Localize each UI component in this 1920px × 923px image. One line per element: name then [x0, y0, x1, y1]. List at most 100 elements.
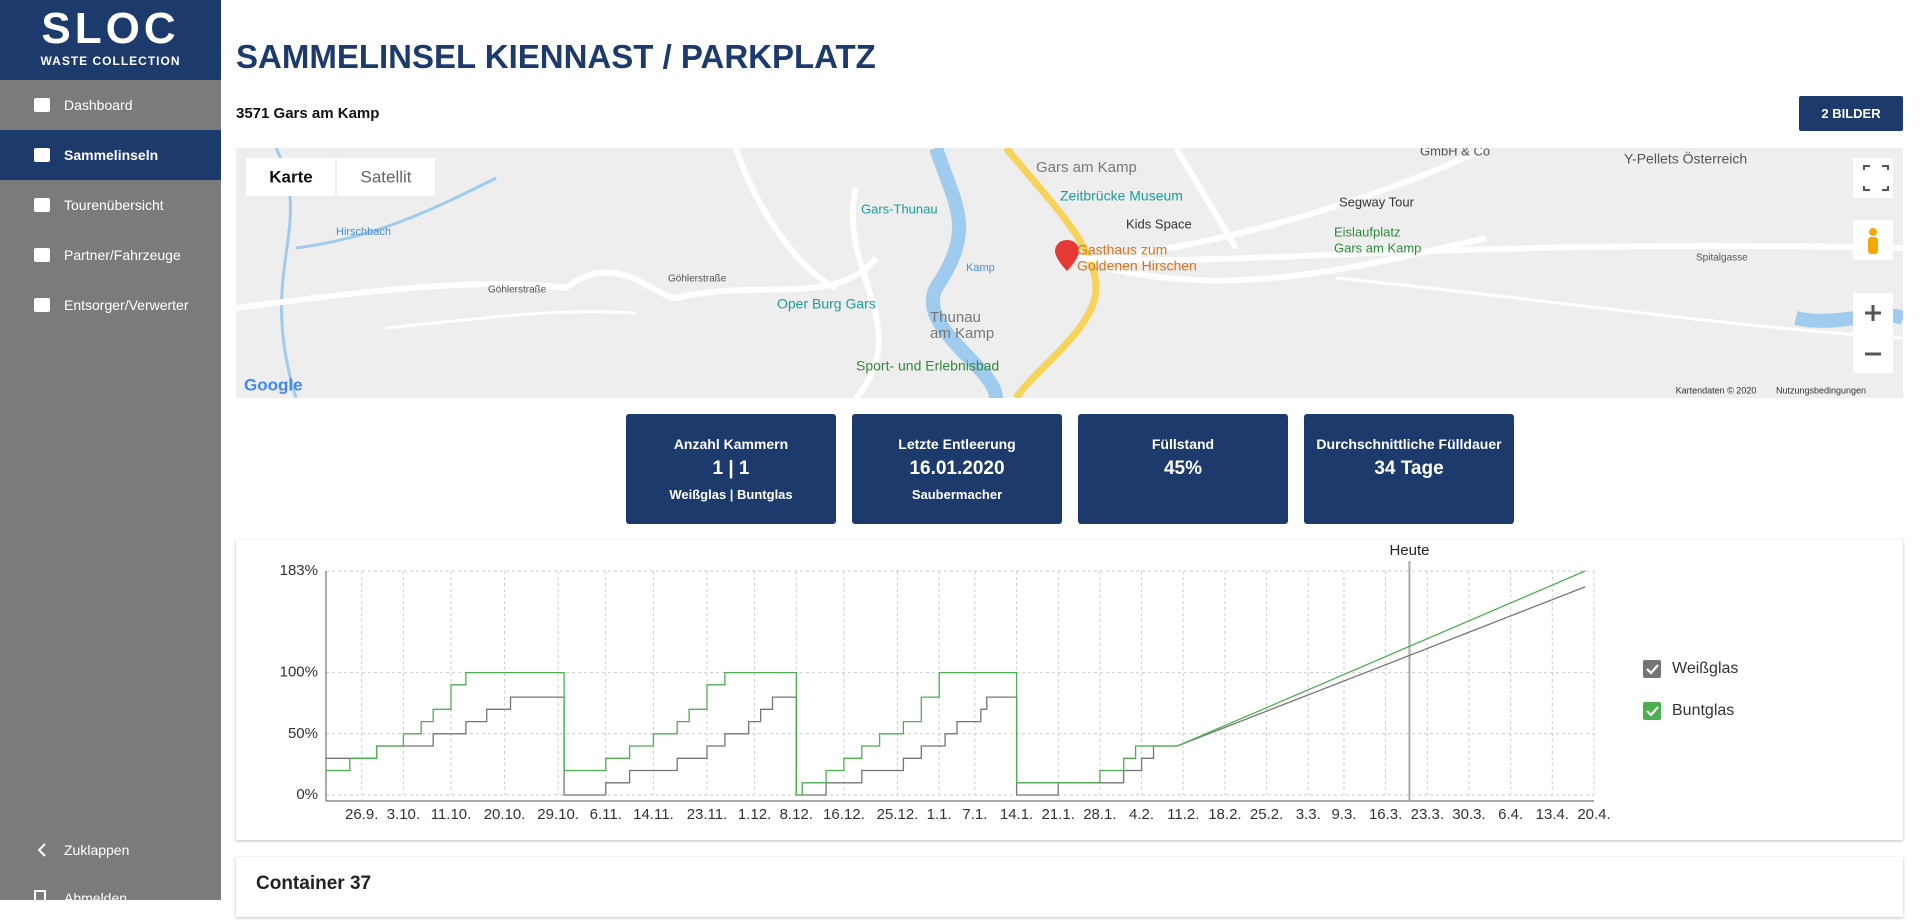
menu-label: Zuklappen: [64, 842, 130, 858]
info-card: Durchschnittliche Fülldauer 34 Tage: [1304, 414, 1514, 524]
map-label: Göhlerstraße: [668, 274, 727, 285]
x-tick-label: 20.10.: [484, 806, 526, 823]
map-label: Gars-Thunau: [861, 201, 938, 216]
map-label: Gars am Kamp: [1036, 159, 1137, 176]
menu-item[interactable]: Tourenübersicht: [0, 180, 221, 230]
map-label: Eislaufplatz: [1334, 224, 1400, 239]
menu-item[interactable]: Zuklappen: [0, 825, 221, 875]
icon-shape: [34, 890, 46, 906]
logo-title: SLOC: [41, 4, 180, 53]
card-detail: Saubermacher: [911, 487, 1003, 502]
menu-icon: [34, 198, 50, 212]
info-card: Anzahl Kammern 1 | 1 Weißglas | Buntglas: [626, 414, 836, 524]
map-tabs: [246, 158, 435, 196]
x-tick-label: 26.9.: [345, 806, 378, 823]
x-tick-label: 14.1.: [1000, 806, 1033, 823]
menu-label: Abmelden: [64, 890, 128, 906]
map-label: am Kamp: [930, 325, 994, 342]
map-attribution: Nutzungsbedingungen: [1776, 385, 1866, 395]
map-label: Gasthaus zum: [1077, 242, 1167, 258]
card-value: 45%: [1163, 458, 1203, 479]
menu-icon: [34, 98, 50, 112]
x-tick-label: 14.11.: [633, 806, 674, 823]
map-tab[interactable]: Satellit: [360, 167, 411, 186]
chart: 0% 50% 100% 183% 26.9. 3.10. 11.10. 20.10. 29.10…: [280, 542, 1739, 823]
x-tick-label: 23.11.: [687, 806, 728, 823]
map-label: Segway Tour: [1339, 194, 1415, 209]
map-label: Kamp: [966, 262, 995, 274]
images-button[interactable]: 2 BILDER: [1799, 96, 1903, 131]
map-label: Göhlerstraße: [488, 285, 547, 296]
container-panel: Container 37: [236, 857, 1903, 917]
icon-shape: [34, 298, 50, 312]
map[interactable]: Gars am Kamp Zeitbrücke Museum Gars-Thunau…: [236, 148, 1903, 398]
sidebar: SLOC WASTE COLLECTION Dashboard Sammelins…: [0, 0, 221, 906]
map-label: Zeitbrücke Museum: [1060, 188, 1183, 204]
x-tick-label: 1.12.: [738, 806, 771, 823]
y-tick-label: 0%: [296, 786, 318, 803]
x-tick-label: 25.12.: [877, 806, 919, 823]
y-tick-label: 100%: [280, 664, 318, 681]
x-tick-label: 29.10.: [537, 806, 579, 823]
menu-label: Sammelinseln: [64, 147, 159, 163]
card-value: 16.01.2020: [909, 458, 1005, 479]
menu-label: Dashboard: [64, 97, 133, 113]
series-line: [326, 586, 1586, 796]
x-tick-label: 8.12.: [780, 806, 813, 823]
icon-shape: [34, 198, 50, 212]
menu-icon: [34, 148, 50, 162]
map-label: Y-Pellets Österreich: [1624, 150, 1747, 167]
card-value: 34 Tage: [1374, 458, 1444, 479]
x-tick-label: 13.4.: [1536, 806, 1569, 823]
x-tick-label: 3.3.: [1296, 806, 1321, 823]
menu-label: Entsorger/Verwerter: [64, 297, 189, 313]
menu-item[interactable]: Sammelinseln: [0, 130, 221, 180]
map-label: GmbH & Co: [1420, 148, 1490, 158]
menu-item[interactable]: Entsorger/Verwerter: [0, 280, 221, 330]
map-label: Gars am Kamp: [1334, 240, 1421, 255]
x-tick-label: 16.12.: [823, 806, 865, 823]
x-tick-label: 23.3.: [1411, 806, 1444, 823]
card-label: Letzte Entleerung: [898, 436, 1016, 452]
legend-checkbox[interactable]: [1643, 660, 1661, 678]
legend-label: Buntglas: [1672, 702, 1734, 719]
x-tick-label: 28.1.: [1083, 806, 1116, 823]
info-card: Letzte Entleerung 16.01.2020 Saubermacher: [852, 414, 1062, 524]
map-marker[interactable]: [1055, 240, 1079, 271]
card-label: Füllstand: [1151, 436, 1215, 452]
x-tick-label: 11.2.: [1167, 806, 1199, 823]
today-label: Heute: [1389, 542, 1429, 559]
x-tick-label: 1.1.: [927, 806, 952, 823]
map-label: Spitalgasse: [1696, 253, 1748, 264]
x-tick-label: 11.10.: [431, 806, 472, 823]
card-detail: Weißglas | Buntglas: [669, 487, 793, 502]
map-label: Goldenen Hirschen: [1077, 258, 1197, 274]
page-title: SAMMELINSEL KIENNAST / PARKPLATZ: [236, 38, 876, 75]
map-label: Oper Burg Gars: [777, 296, 876, 312]
x-tick-label: 16.3.: [1369, 806, 1402, 823]
x-tick-label: 21.1.: [1042, 806, 1075, 823]
logo[interactable]: SLOC WASTE COLLECTION: [0, 0, 221, 80]
x-tick-label: 25.2.: [1250, 806, 1283, 823]
menu-item[interactable]: Partner/Fahrzeuge: [0, 230, 221, 280]
x-tick-label: 20.4.: [1577, 806, 1610, 823]
address: 3571 Gars am Kamp: [236, 105, 380, 122]
fullscreen-button[interactable]: [1853, 158, 1893, 198]
legend-label: Weißglas: [1672, 660, 1738, 677]
menu-icon: [34, 890, 46, 906]
chart-panel: 0% 50% 100% 183% 26.9. 3.10. 11.10. 20.10. 29.10…: [236, 540, 1903, 840]
legend-checkbox[interactable]: [1643, 702, 1661, 720]
checkmark: [1646, 664, 1659, 675]
menu-item[interactable]: Dashboard: [0, 80, 221, 130]
y-tick-label: 183%: [280, 562, 318, 579]
x-tick-label: 7.1.: [962, 806, 987, 823]
map-tab[interactable]: Karte: [269, 167, 312, 186]
menu-item[interactable]: Abmelden: [0, 873, 221, 923]
card-label: Durchschnittliche Fülldauer: [1316, 436, 1502, 452]
card-label: Anzahl Kammern: [673, 436, 789, 452]
icon-shape: [34, 98, 50, 112]
map-attribution: Kartendaten © 2020: [1676, 385, 1757, 395]
x-tick-label: 3.10.: [387, 806, 420, 823]
main: SAMMELINSEL KIENNAST / PARKPLATZ 3571 Ga…: [221, 0, 1920, 917]
